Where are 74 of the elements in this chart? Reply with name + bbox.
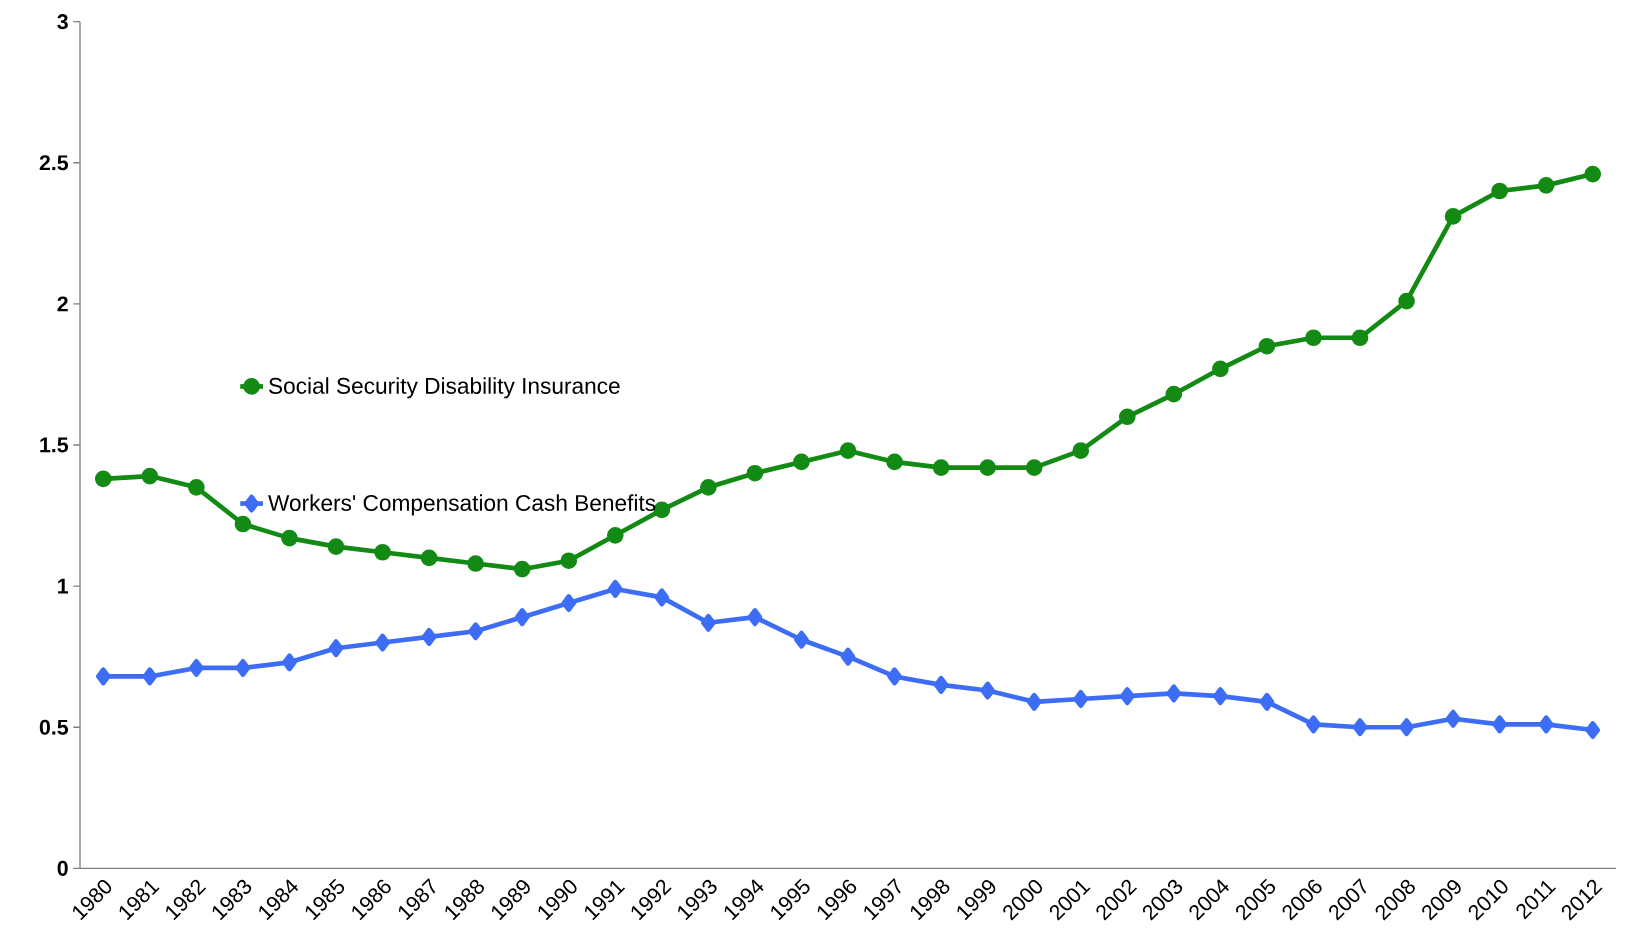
point: [1258, 337, 1276, 355]
point: [1026, 692, 1042, 711]
point: [840, 647, 856, 666]
point: [607, 579, 623, 598]
point: [1306, 715, 1321, 734]
point: [467, 555, 484, 572]
point: [933, 675, 949, 694]
point: [1072, 442, 1090, 459]
point: [886, 453, 903, 471]
point: [513, 560, 531, 578]
point: [468, 622, 483, 641]
point: [980, 681, 995, 700]
point: [1351, 329, 1369, 347]
point: [282, 653, 297, 672]
point: [1118, 408, 1136, 426]
point: [189, 658, 204, 677]
point: [1166, 684, 1182, 703]
point: [1538, 715, 1554, 734]
y-tick-label: 1: [58, 578, 69, 594]
point: [1025, 459, 1043, 476]
point: [328, 639, 344, 658]
point: [141, 467, 159, 485]
legend-label: Workers' Compensation Cash Benefits: [268, 494, 656, 516]
point: [281, 529, 298, 547]
point: [979, 459, 996, 476]
point: [234, 515, 252, 533]
point: [95, 667, 111, 686]
point: [1491, 182, 1508, 200]
point: [839, 442, 857, 459]
point: [1537, 177, 1555, 194]
point: [1212, 360, 1229, 378]
point: [701, 613, 716, 632]
point: [887, 667, 902, 686]
point: [188, 479, 205, 496]
y-tick-label: 1.5: [40, 437, 69, 453]
point: [1398, 292, 1415, 310]
point: [1585, 721, 1601, 740]
point: [746, 464, 764, 482]
point: [1259, 692, 1275, 711]
legend-label: Social Security Disability Insurance: [269, 377, 620, 399]
point: [420, 549, 438, 567]
point: [560, 552, 578, 570]
point: [1073, 689, 1089, 709]
point: [327, 538, 345, 555]
y-tick-label: 2.5: [39, 155, 69, 171]
y-tick-label: 3: [57, 14, 68, 30]
point: [514, 608, 530, 627]
point: [794, 630, 809, 649]
point: [1445, 709, 1461, 728]
y-tick-label: 0: [57, 860, 68, 876]
point: [606, 526, 624, 544]
point: [235, 658, 251, 677]
point: [1165, 385, 1183, 403]
point: [1444, 208, 1462, 225]
point: [932, 459, 950, 476]
point: [1305, 329, 1322, 347]
point: [375, 633, 390, 652]
point: [1584, 165, 1602, 183]
point: [793, 453, 810, 471]
point: [561, 594, 577, 613]
point: [700, 479, 717, 496]
point: [421, 627, 437, 646]
point: [1399, 718, 1414, 737]
point: [1492, 715, 1507, 734]
point: [1352, 718, 1368, 737]
point: [374, 543, 391, 561]
point: [94, 470, 112, 488]
y-tick-label: 0.5: [39, 719, 69, 735]
point: [654, 588, 670, 607]
point: [1213, 687, 1228, 706]
point: [142, 667, 158, 686]
point: [747, 608, 763, 627]
y-tick-label: 2: [57, 296, 68, 312]
point: [1119, 687, 1135, 706]
